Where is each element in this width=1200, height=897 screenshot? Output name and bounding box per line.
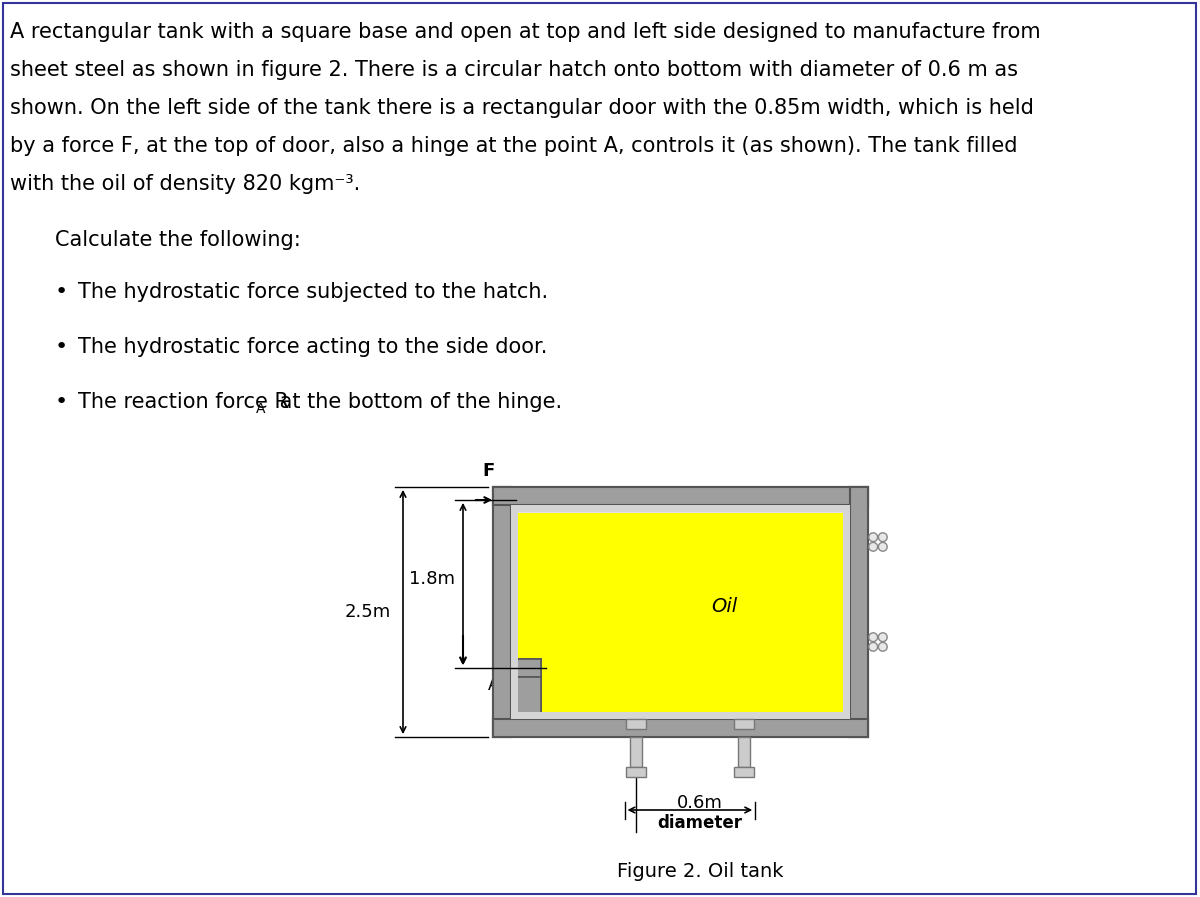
Bar: [511, 505, 850, 512]
Bar: [511, 677, 541, 719]
Text: at the bottom of the hinge.: at the bottom of the hinge.: [274, 392, 562, 412]
Text: The hydrostatic force acting to the side door.: The hydrostatic force acting to the side…: [78, 337, 547, 357]
Bar: [493, 719, 868, 737]
Bar: [842, 505, 850, 719]
Text: sheet steel as shown in figure 2. There is a circular hatch onto bottom with dia: sheet steel as shown in figure 2. There …: [10, 60, 1018, 80]
Text: 1.8m: 1.8m: [409, 570, 455, 588]
Text: Figure 2. Oil tank: Figure 2. Oil tank: [617, 862, 784, 881]
Circle shape: [878, 543, 887, 551]
Bar: [511, 505, 518, 719]
Text: shown. On the left side of the tank there is a rectangular door with the 0.85m w: shown. On the left side of the tank ther…: [10, 98, 1034, 118]
Text: The hydrostatic force subjected to the hatch.: The hydrostatic force subjected to the h…: [78, 282, 548, 302]
Text: diameter: diameter: [658, 814, 743, 832]
Text: 0.6m: 0.6m: [677, 794, 722, 812]
Text: •: •: [55, 282, 68, 302]
Circle shape: [878, 533, 887, 542]
Bar: [511, 677, 541, 719]
Text: A: A: [488, 676, 499, 694]
Bar: [850, 487, 868, 737]
Bar: [630, 737, 642, 767]
Circle shape: [878, 632, 887, 641]
Bar: [738, 737, 750, 767]
Text: F: F: [482, 462, 494, 480]
Circle shape: [869, 642, 877, 651]
Text: 2.5m: 2.5m: [344, 603, 391, 621]
Bar: [734, 767, 755, 777]
Text: Oil: Oil: [712, 597, 738, 616]
Text: A: A: [256, 402, 265, 416]
Bar: [734, 719, 755, 729]
Bar: [625, 719, 646, 729]
Text: Calculate the following:: Calculate the following:: [55, 230, 301, 250]
Bar: [511, 659, 541, 677]
Text: •: •: [55, 392, 68, 412]
Bar: [493, 487, 511, 737]
Circle shape: [869, 543, 877, 551]
Bar: [850, 487, 868, 737]
Bar: [511, 505, 850, 513]
Bar: [493, 487, 868, 505]
Circle shape: [869, 533, 877, 542]
Circle shape: [869, 632, 877, 641]
Bar: [493, 719, 868, 737]
Bar: [511, 659, 541, 677]
Text: The reaction force R: The reaction force R: [78, 392, 289, 412]
Bar: [625, 767, 646, 777]
Circle shape: [878, 642, 887, 651]
Text: •: •: [55, 337, 68, 357]
Text: by a force F, at the top of door, also a hinge at the point A, controls it (as s: by a force F, at the top of door, also a…: [10, 136, 1018, 156]
Bar: [493, 487, 868, 505]
Bar: [511, 505, 850, 719]
Bar: [511, 712, 850, 719]
Bar: [493, 487, 511, 737]
Text: A rectangular tank with a square base and open at top and left side designed to : A rectangular tank with a square base an…: [10, 22, 1040, 42]
Text: with the oil of density 820 kgm⁻³.: with the oil of density 820 kgm⁻³.: [10, 174, 360, 194]
